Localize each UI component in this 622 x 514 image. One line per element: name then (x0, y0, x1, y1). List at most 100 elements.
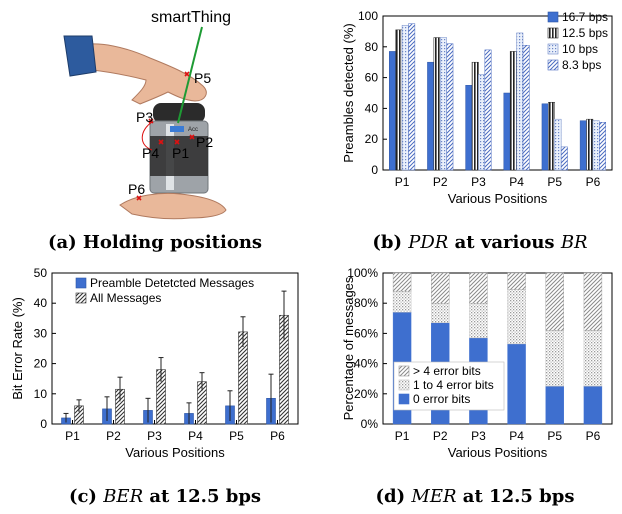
bar (408, 23, 416, 171)
bar (522, 45, 530, 171)
x-tick-label: P4 (509, 429, 524, 443)
legend-label: 10 bps (562, 42, 598, 56)
x-tick-label: P3 (147, 429, 162, 443)
bar-segment (545, 272, 564, 331)
y-tick-label: 30 (34, 326, 48, 340)
plot-frame (382, 272, 613, 425)
y-tick-label: 40% (354, 357, 378, 371)
mer-chart: 0% 20% 40% 60% 80% 100% P1 P2 P3 P4 P5 P6 Various Po… (341, 266, 613, 460)
x-tick-label: P6 (586, 429, 601, 443)
caption-b: (b) PDR at various BR (372, 232, 588, 253)
bar-segment (469, 303, 488, 339)
bar (592, 120, 600, 171)
bar (433, 37, 441, 171)
y-tick-label: 100 (358, 9, 378, 23)
bar (465, 85, 473, 171)
x-axis-label: Various Positions (448, 191, 548, 206)
smartthing-label: smartThing (151, 9, 231, 26)
legend-label: 12.5 bps (562, 26, 608, 40)
x-tick-label: P5 (547, 175, 562, 189)
legend-label: > 4 error bits (413, 364, 481, 378)
plot-frame (382, 15, 613, 171)
bar-segment (431, 272, 450, 304)
bar (503, 92, 511, 171)
accelerometer-chip (170, 126, 184, 132)
legend-swatch (398, 365, 410, 377)
legend-swatch (547, 11, 559, 23)
x-tick-label: P1 (65, 429, 80, 443)
x-axis-label: Various Positions (125, 445, 225, 460)
y-axis-label: Preambles detected (%) (341, 23, 356, 162)
y-tick-label: 60% (354, 326, 378, 340)
y-axis-label: Bit Error Rate (%) (10, 297, 25, 400)
x-tick-label: P2 (106, 429, 121, 443)
x-axis-label: Various Positions (448, 445, 548, 460)
x-tick-label: P2 (433, 429, 448, 443)
y-tick-label: 20% (354, 387, 378, 401)
bar-segment (507, 289, 526, 345)
bar (586, 118, 594, 171)
bar (560, 146, 568, 171)
position-markers (136, 71, 195, 201)
pdr-chart: 0 20 40 60 80 100 P1 P2 P3 P4 P5 P6 Various Position… (341, 9, 613, 206)
x-tick-label: P1 (395, 175, 410, 189)
y-tick-label: 0% (361, 417, 379, 431)
legend-swatch (547, 27, 559, 39)
bar-segment (431, 303, 450, 324)
y-tick-label: 100% (347, 266, 378, 280)
bar (446, 43, 454, 171)
caption-a: (a) Holding positions (47, 232, 263, 253)
pos-label-p6: P6 (128, 181, 145, 197)
y-tick-label: 80% (354, 296, 378, 310)
legend-label: 1 to 4 error bits (413, 378, 494, 392)
bottle-lid (153, 103, 205, 123)
y-axis-label: Percentage of messages (341, 276, 356, 420)
y-tick-label: 50 (34, 266, 48, 280)
pos-label-p3: P3 (136, 109, 153, 125)
bar-segment (507, 272, 526, 290)
legend-label: Preamble Detetcted Messages (90, 276, 254, 290)
smartthing-pointer (177, 26, 203, 124)
bar (401, 24, 409, 171)
y-tick-label: 40 (34, 296, 48, 310)
bar (509, 51, 517, 171)
x-tick-label: P6 (270, 429, 285, 443)
bar (554, 118, 562, 171)
legend-swatch (75, 277, 87, 289)
ber-chart: 0 10 20 30 40 50 P1 P2 P3 P4 P5 P6 Various Positions… (10, 266, 299, 460)
x-tick-label: P6 (586, 175, 601, 189)
plot-frame (51, 272, 299, 425)
holding-illustration: Acc smartThing P5 P3 P4 P1 P2 P6 (63, 9, 231, 220)
bar (427, 61, 435, 171)
pos-label-p4: P4 (142, 145, 159, 161)
x-tick-label: P4 (509, 175, 524, 189)
legend-label: 16.7 bps (562, 10, 608, 24)
x-tick-label: P3 (471, 429, 486, 443)
bar-segment (392, 290, 412, 313)
legend-label: 8.3 bps (562, 58, 601, 72)
bar (440, 37, 447, 171)
bar (599, 122, 606, 171)
bar (541, 103, 549, 171)
legend-label: 0 error bits (413, 392, 470, 406)
bar (395, 29, 403, 171)
bar-segment (583, 386, 603, 425)
bar (478, 74, 486, 171)
upper-hand (77, 43, 207, 105)
bar-segment (545, 330, 564, 387)
legend-swatch (398, 393, 410, 405)
legend-swatch (398, 379, 410, 391)
bar-segment (392, 272, 412, 292)
caption-c: (c) BER at 12.5 bps (68, 486, 262, 507)
x-tick-label: P5 (547, 429, 562, 443)
bar-segment (507, 343, 526, 425)
bar (579, 120, 587, 171)
y-tick-label: 0 (40, 417, 47, 431)
x-tick-label: P5 (229, 429, 244, 443)
bar-segment (545, 386, 564, 425)
y-tick-label: 10 (34, 387, 48, 401)
legend-swatch (75, 292, 87, 304)
bar (484, 49, 492, 171)
legend-swatch (547, 59, 559, 71)
y-tick-label: 0 (371, 163, 378, 177)
